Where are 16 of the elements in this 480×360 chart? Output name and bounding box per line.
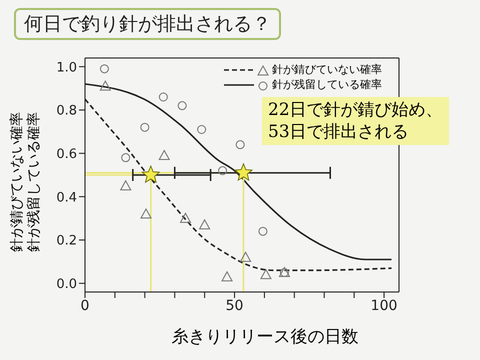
- chart-title: 何日で釣り針が排出される？: [14, 8, 281, 40]
- y-tick-label: 0.4: [56, 190, 77, 206]
- y-tick-label: 1.0: [56, 60, 77, 76]
- y-tick-label: 0.8: [56, 104, 77, 119]
- text: 針が残留している確率: [26, 112, 42, 252]
- x-tick-label: 100: [370, 298, 398, 314]
- x-tick-label: 50: [226, 298, 244, 314]
- y-tick-label: 0.2: [56, 234, 77, 249]
- y-tick-label: 0.6: [56, 146, 77, 162]
- legend-label: 針が錆びていない確率: [272, 62, 382, 77]
- annotation: 22日で針が錆び始め、 53日で排出される: [262, 97, 449, 145]
- x-tick-label: 0: [80, 298, 90, 314]
- y-tick-label: 0.0: [56, 276, 77, 292]
- y-axis-title: 針が錆びていない確率: [9, 112, 25, 252]
- x-axis-title: 糸きりリリース後の日数: [170, 326, 360, 348]
- legend-label: 針が残留している確率: [272, 77, 382, 92]
